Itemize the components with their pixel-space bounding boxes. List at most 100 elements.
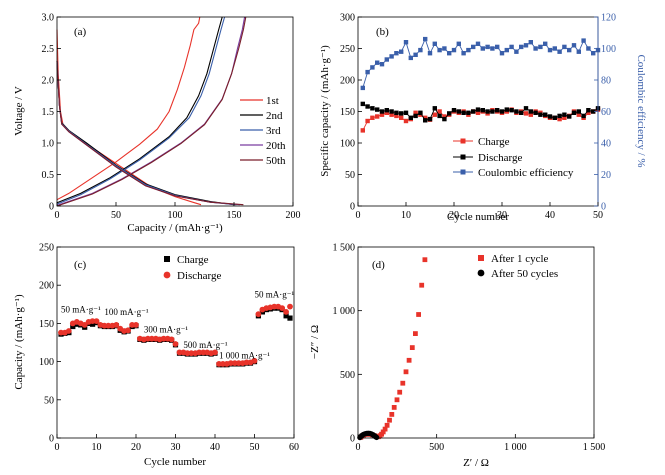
- data-point-Discharge: [461, 110, 466, 115]
- data-point-Coulombic efficiency: [456, 41, 461, 46]
- x-tick-label: 500: [429, 442, 444, 453]
- data-point-Charge: [437, 109, 442, 114]
- data-point-Discharge: [251, 357, 258, 364]
- data-point-Discharge: [571, 110, 577, 115]
- panel-c: (c) 0 10 20 30 40 50 60 0 50 100 150 200 250 50 mA·g…: [13, 243, 299, 469]
- y-tick-label: 200: [340, 76, 355, 87]
- data-point-Discharge: [375, 107, 380, 112]
- panel-c-xlabel: Cycle number: [144, 456, 206, 468]
- rate-annotation: 50 mA·g⁻¹: [255, 289, 295, 299]
- y-tick-label: 3.0: [42, 13, 55, 24]
- series-50th-discharge-curve: [56, 61, 244, 206]
- panel-label-b: (b): [376, 26, 389, 38]
- data-point-Coulombic efficiency: [562, 44, 567, 50]
- panel-d-xlabel: Z′ / Ω: [463, 457, 489, 469]
- data-point-Discharge: [552, 115, 557, 120]
- y-tick-label: 1.0: [42, 139, 55, 150]
- data-point-Coulombic efficiency: [471, 44, 476, 50]
- data-point-Coulombic efficiency: [413, 52, 418, 57]
- legend-label-50th: 50th: [266, 155, 286, 167]
- data-point-Coulombic efficiency: [485, 44, 490, 50]
- panel-label-a: (a): [74, 26, 87, 38]
- data-point-Coulombic efficiency: [447, 51, 452, 56]
- y2-tick-label: 120: [601, 13, 616, 24]
- data-point-Discharge: [432, 106, 437, 111]
- data-point-Discharge: [403, 110, 409, 115]
- legend-marker-ce-b: [460, 169, 466, 175]
- data-point-Coulombic efficiency: [490, 46, 495, 51]
- data-point-After 1 cycle: [403, 369, 409, 375]
- panel-c-ticks: 0 10 20 30 40 50 60 0 50 100 150 200 250: [39, 243, 299, 454]
- data-point-Charge: [423, 115, 428, 120]
- data-point-Charge: [389, 112, 394, 117]
- series-1st-charge-curve: [56, 16, 201, 201]
- data-point-Coulombic efficiency: [480, 46, 485, 51]
- data-point-Coulombic efficiency: [538, 44, 543, 50]
- legend-label-charge-b: Charge: [478, 136, 510, 148]
- data-point-Charge: [562, 115, 567, 120]
- y2-tick-label: 60: [601, 107, 611, 118]
- data-point-Charge: [90, 321, 96, 327]
- x-tick-label: 0: [356, 210, 361, 221]
- data-point-After 1 cycle: [384, 422, 390, 428]
- data-point-Coulombic efficiency: [547, 47, 553, 53]
- legend-marker-charge-c: [164, 256, 170, 262]
- data-point-After 1 cycle: [397, 389, 403, 395]
- data-point-Discharge: [227, 360, 234, 366]
- data-point-Discharge: [384, 108, 389, 113]
- data-point-Coulombic efficiency: [591, 51, 596, 56]
- panel-a-legend: 1st 2nd 3rd 20th 50th: [240, 95, 286, 167]
- data-point-Charge: [399, 115, 404, 120]
- series-3rd-charge-curve: [56, 16, 226, 205]
- data-point-Charge: [360, 128, 365, 133]
- data-point-Charge: [432, 112, 437, 117]
- legend-marker-1cycle-d: [478, 255, 484, 261]
- data-point-Charge: [70, 323, 76, 330]
- panel-a-ylabel: Voltage / V: [13, 86, 25, 136]
- data-point-Discharge: [499, 109, 505, 114]
- y-tick-label: 100: [39, 357, 54, 368]
- data-point-Discharge: [447, 111, 452, 116]
- legend-label-2nd: 2nd: [266, 110, 283, 122]
- data-point-After 1 cycle: [416, 312, 421, 317]
- data-point-Discharge: [557, 113, 562, 119]
- legend-label-discharge-c: Discharge: [177, 270, 222, 282]
- data-point-Discharge: [485, 109, 490, 114]
- legend-marker-discharge-b: [460, 154, 466, 160]
- rate-annotation: 1 000 mA·g⁻¹: [219, 351, 270, 361]
- data-point-After 1 cycle: [406, 357, 412, 363]
- data-point-Coulombic efficiency: [418, 47, 423, 53]
- y-tick-label: 1 000: [333, 306, 356, 317]
- data-point-Discharge: [533, 110, 538, 115]
- data-point-Charge: [413, 110, 418, 115]
- panel-label-c: (c): [74, 259, 87, 271]
- data-point-Discharge: [437, 113, 442, 119]
- data-point-Charge: [379, 112, 385, 117]
- panel-d-legend: After 1 cycle After 50 cycles: [477, 253, 558, 280]
- y-tick-label: 0.5: [42, 170, 55, 181]
- data-point-Discharge: [399, 111, 404, 116]
- data-point-Discharge: [279, 305, 285, 311]
- data-point-Coulombic efficiency: [437, 47, 442, 53]
- y-tick-label: 250: [39, 243, 54, 254]
- data-point-Coulombic efficiency: [432, 41, 437, 46]
- data-point-Coulombic efficiency: [499, 51, 505, 56]
- y-tick-label: 250: [340, 44, 355, 55]
- x-tick-label: 50: [111, 210, 121, 221]
- panel-a-xlabel: Capacity / (mAh·g⁻¹): [127, 222, 223, 234]
- data-point-Coulombic efficiency: [543, 41, 548, 46]
- data-point-Charge: [287, 315, 293, 321]
- data-point-Coulombic efficiency: [365, 69, 370, 75]
- data-point-After 1 cycle: [389, 412, 395, 417]
- data-point-Discharge: [379, 109, 385, 114]
- panel-d-plot-frame: [357, 246, 595, 439]
- data-point-Coulombic efficiency: [408, 55, 413, 61]
- data-point-Charge: [586, 110, 591, 115]
- series-2nd-charge-curve: [56, 16, 223, 204]
- rate-annotation: 100 mA·g⁻¹: [104, 307, 148, 317]
- panel-c-ylabel: Capacity / (mAh·g⁻¹): [13, 294, 25, 390]
- y-tick-label: 300: [340, 13, 355, 24]
- data-point-Discharge: [509, 108, 514, 113]
- data-point-Coulombic efficiency: [557, 49, 562, 54]
- data-point-Discharge: [172, 341, 179, 347]
